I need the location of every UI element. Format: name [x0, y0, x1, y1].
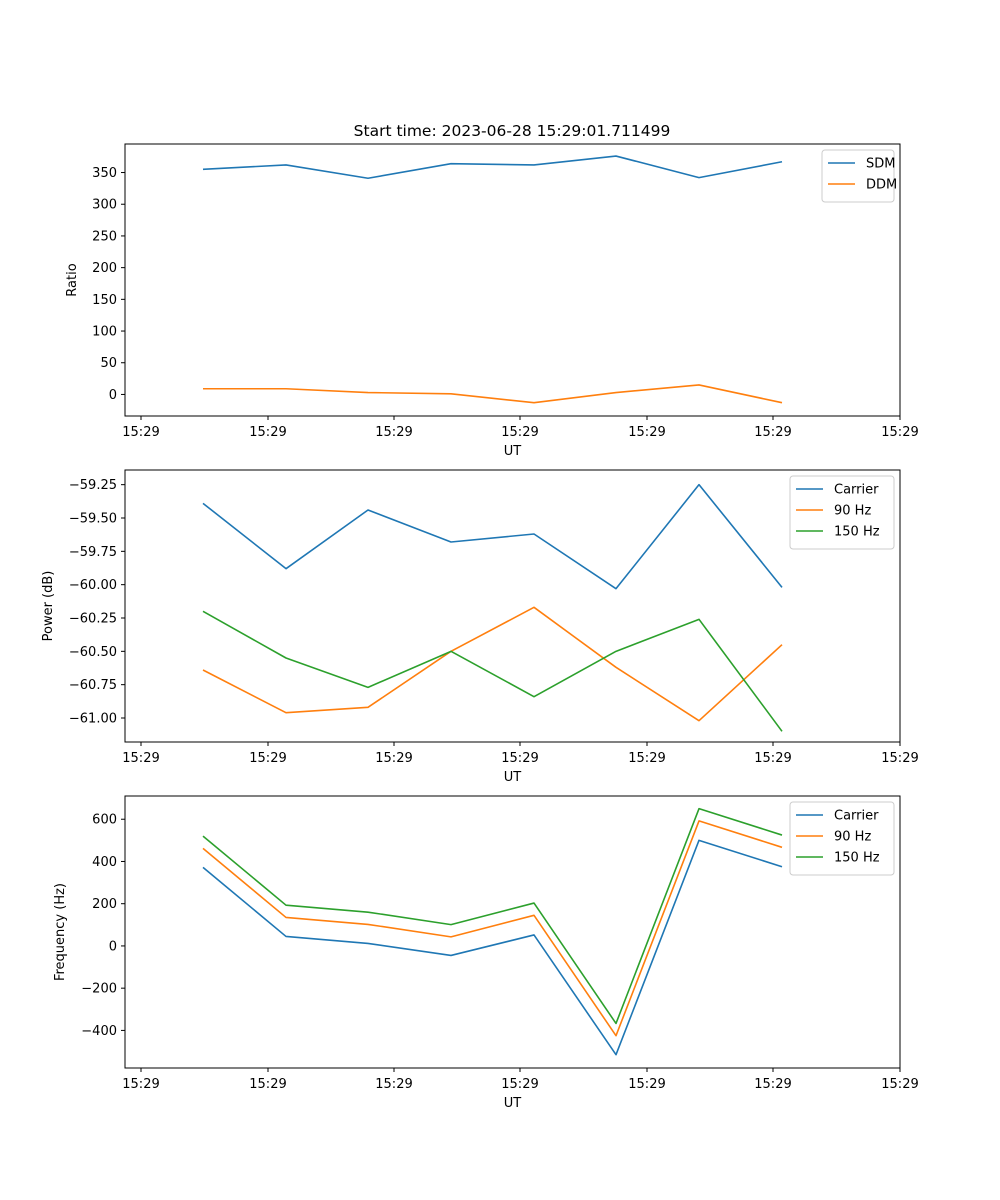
legend-label: 90 Hz: [834, 830, 871, 845]
x-tick-label: 15:29: [628, 1077, 665, 1092]
legend-label: SDM: [866, 157, 895, 172]
series-line-1: [202, 839, 783, 1056]
series-line-1: [202, 483, 783, 590]
series-line-2: [202, 606, 783, 722]
chart-panels: 0 50 100 150 200 250 300 350 15:29 15:29 15:29 15:2…: [41, 143, 919, 1111]
y-tick-label: 350: [92, 166, 117, 181]
x-tick-label: 15:29: [501, 751, 538, 766]
plot-frame: [124, 469, 901, 743]
legend: SDM DDM: [821, 149, 897, 203]
y-axis-label: Power (dB): [41, 571, 56, 642]
x-tick-label: 15:29: [881, 425, 918, 440]
plot-frame: [124, 143, 901, 417]
y-tick-label: −59.50: [69, 512, 117, 527]
x-tick-label: 15:29: [754, 751, 791, 766]
series-line-1: [202, 155, 783, 180]
y-tick-label: 50: [100, 356, 117, 371]
x-tick-label: 15:29: [754, 1077, 791, 1092]
chart-panel-2: −59.25 −59.50 −59.75 −60.00 −60.25 −60.50 −60.…: [41, 469, 919, 785]
series-line-3: [202, 610, 783, 732]
y-tick-label: −60.25: [69, 612, 117, 627]
x-tick-label: 15:29: [881, 1077, 918, 1092]
y-tick-label: 250: [92, 229, 117, 244]
x-tick-label: 15:29: [628, 751, 665, 766]
chart-panel-1: 0 50 100 150 200 250 300 350 15:29 15:29 15:29 15:2…: [65, 143, 919, 459]
y-tick-label: −59.25: [69, 478, 117, 493]
y-tick-label: −59.75: [69, 545, 117, 560]
legend-label: DDM: [866, 178, 897, 193]
x-tick-label: 15:29: [249, 425, 286, 440]
x-tick-label: 15:29: [375, 751, 412, 766]
legend-label: 150 Hz: [834, 851, 880, 866]
series-line-2: [202, 820, 783, 1037]
x-tick-label: 15:29: [249, 751, 286, 766]
legend-label: Carrier: [834, 809, 879, 824]
y-tick-label: 200: [92, 897, 117, 912]
y-tick-label: 150: [92, 293, 117, 308]
y-tick-label: 600: [92, 813, 117, 828]
y-tick-label: −60.00: [69, 578, 117, 593]
x-tick-label: 15:29: [122, 1077, 159, 1092]
y-tick-label: 300: [92, 198, 117, 213]
x-tick-label: 15:29: [122, 751, 159, 766]
legend-label: 90 Hz: [834, 504, 871, 519]
y-tick-label: 0: [109, 939, 117, 954]
figure-title: Start time: 2023-06-28 15:29:01.711499: [354, 122, 671, 140]
x-axis-label: UT: [504, 1096, 522, 1111]
x-tick-label: 15:29: [249, 1077, 286, 1092]
y-tick-label: 100: [92, 325, 117, 340]
series-line-2: [203, 384, 783, 404]
x-tick-label: 15:29: [501, 1077, 538, 1092]
y-tick-label: −400: [81, 1024, 117, 1039]
y-tick-label: −61.00: [69, 712, 117, 727]
x-axis-label: UT: [504, 770, 522, 785]
y-axis-label: Ratio: [65, 263, 80, 296]
y-tick-label: −60.50: [69, 645, 117, 660]
legend-label: 150 Hz: [834, 525, 880, 540]
x-tick-label: 15:29: [628, 425, 665, 440]
x-axis-label: UT: [504, 444, 522, 459]
x-tick-label: 15:29: [754, 425, 791, 440]
y-tick-label: 400: [92, 855, 117, 870]
y-tick-label: −60.75: [69, 678, 117, 693]
plot-frame: [124, 795, 901, 1069]
y-tick-label: 0: [109, 388, 117, 403]
y-axis-label: Frequency (Hz): [53, 883, 68, 981]
x-tick-label: 15:29: [881, 751, 918, 766]
series-line-3: [202, 807, 783, 1025]
y-tick-label: 200: [92, 261, 117, 276]
chart-panel-3: 600 400 200 0 −200 −400 15:29 15:29 15:29 15:29 15…: [53, 795, 919, 1111]
x-tick-label: 15:29: [375, 425, 412, 440]
legend: Carrier 90 Hz 150 Hz: [789, 801, 895, 876]
legend: Carrier 90 Hz 150 Hz: [789, 475, 895, 550]
x-tick-label: 15:29: [375, 1077, 412, 1092]
x-tick-label: 15:29: [501, 425, 538, 440]
y-tick-label: −200: [81, 982, 117, 997]
legend-label: Carrier: [834, 483, 879, 498]
x-tick-label: 15:29: [122, 425, 159, 440]
